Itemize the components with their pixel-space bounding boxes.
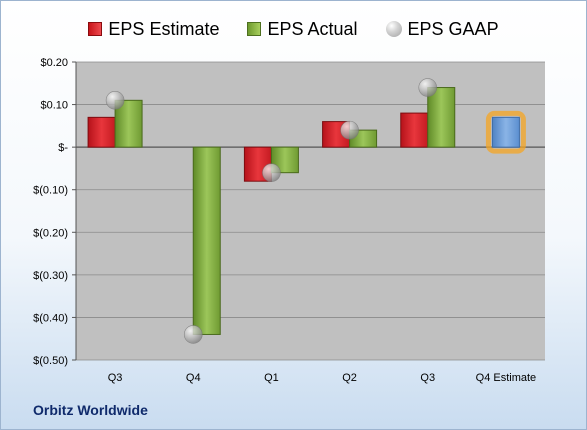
y-tick-label: $(0.10) [33, 185, 68, 197]
x-tick-label: Q4 [186, 372, 201, 384]
bar-eps-estimate [87, 116, 116, 148]
x-tick-label: Q1 [264, 372, 279, 384]
legend-item-eps-actual: EPS Actual [247, 18, 358, 40]
legend-label-eps-gaap: EPS GAAP [407, 18, 499, 39]
y-tick-label: $0.20 [40, 57, 68, 69]
y-tick-label: $(0.30) [33, 270, 68, 282]
y-tick-label: $(0.20) [33, 227, 68, 239]
x-axis-ticks: Q3 Q4 Q1 Q2 Q3 Q4 Estimate [108, 372, 536, 384]
marker-eps-gaap [105, 91, 125, 110]
legend-swatch-eps-estimate [88, 22, 103, 36]
y-tick-label: $- [58, 142, 68, 154]
x-tick-label: Q2 [342, 372, 357, 384]
legend-label-eps-estimate: EPS Estimate [108, 18, 220, 39]
y-axis-ticks: $0.20 $0.10 $- $(0.10) $(0.20) $(0.30) $(0.40)… [33, 57, 77, 367]
marker-eps-gaap [418, 78, 438, 97]
legend-item-eps-gaap: EPS GAAP [385, 18, 499, 40]
bar-eps-actual [192, 146, 221, 335]
y-tick-label: $(0.40) [33, 312, 68, 324]
marker-eps-gaap [262, 163, 281, 182]
legend-swatch-eps-gaap [385, 21, 402, 37]
company-name: Orbitz Worldwide [33, 402, 148, 418]
gridlines [76, 61, 545, 361]
legend-item-eps-estimate: EPS Estimate [88, 19, 219, 40]
marker-eps-gaap [340, 120, 359, 140]
chart-marks [87, 78, 526, 344]
bar-eps-estimate [400, 112, 429, 148]
x-tick-label: Q3 [420, 372, 435, 384]
y-tick-label: $0.10 [40, 100, 68, 112]
legend: EPS Estimate EPS Actual EPS GAAP [0, 16, 587, 42]
marker-eps-gaap [183, 325, 203, 344]
bar-eps-actual [427, 87, 456, 148]
estimate-glow [485, 110, 526, 154]
x-tick-label: Q4 Estimate [476, 372, 537, 384]
plot-area [76, 62, 545, 360]
legend-swatch-eps-actual [247, 22, 262, 36]
legend-label-eps-actual: EPS Actual [267, 18, 358, 39]
x-tick-label: Q3 [108, 372, 123, 384]
y-tick-label: $(0.50) [33, 355, 68, 367]
bar-q4-estimate [491, 116, 520, 148]
